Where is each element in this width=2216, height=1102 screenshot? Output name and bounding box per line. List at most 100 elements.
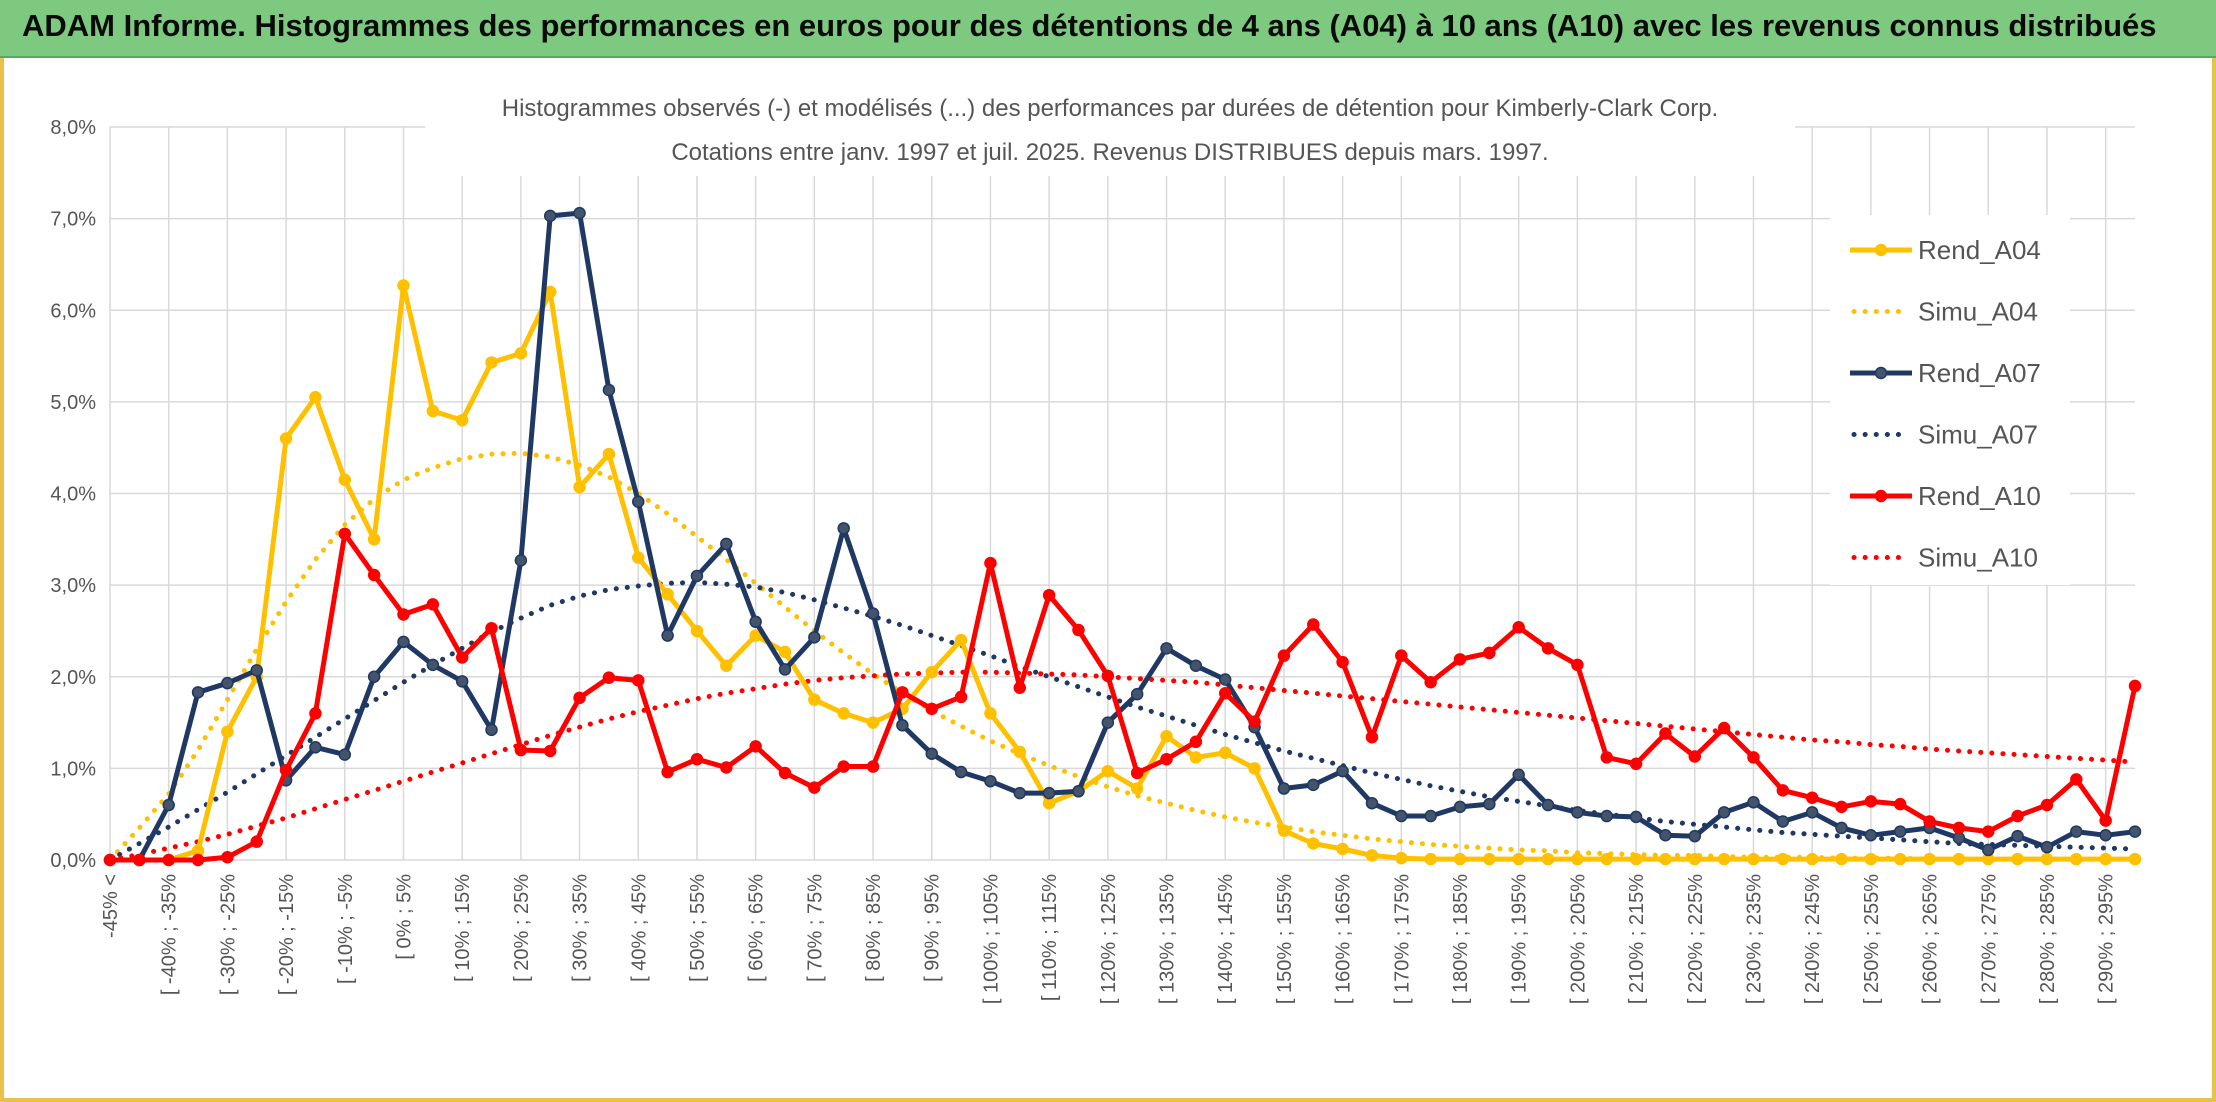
x-tick-label: [ 130% ; 135%: [1157, 874, 1179, 1004]
rend-a07-point: [1042, 786, 1056, 800]
x-tick-label: [ 50% ; 55%: [687, 874, 709, 982]
rend-a07-point: [1982, 843, 1995, 857]
x-tick-label: [ 140% ; 145%: [1215, 874, 1237, 1004]
rend-a07-point: [309, 741, 322, 754]
rend-a04-point: [837, 707, 850, 720]
rend-a07-point: [1747, 796, 1760, 809]
rend-a10-point: [250, 835, 263, 848]
rend-a07-point: [250, 664, 263, 677]
rend-a04-point: [632, 551, 645, 564]
rend-a07-point: [397, 635, 410, 649]
rend-a04-legend-marker: [1874, 243, 1888, 257]
rend-a04-point: [1541, 852, 1555, 866]
rend-a07-point: [1365, 796, 1379, 810]
rend-a10-point: [1923, 815, 1936, 828]
rend-a07-point: [720, 537, 733, 551]
y-tick-label: 2,0%: [50, 667, 96, 689]
rend-a04-point: [485, 356, 498, 369]
rend-a07-point: [808, 631, 821, 644]
simu-a10-line: [107, 669, 2138, 863]
rend-a07-point: [1189, 659, 1203, 673]
legend: Rend_A04 Simu_A04 Rend_A07 Simu_A07 Rend_A10…: [1830, 215, 2070, 585]
x-tick-label: [ 100% ; 105%: [980, 874, 1002, 1004]
rend-a07-point: [1688, 829, 1702, 843]
rend-a10-point: [1483, 646, 1496, 660]
x-tick-label: [ 160% ; 165%: [1333, 874, 1355, 1004]
rend-a10-point: [1571, 658, 1584, 672]
rend-a10-point: [778, 766, 792, 780]
x-tick-label: -45% <: [100, 874, 122, 938]
x-tick-label: [ 40% ; 45%: [628, 874, 650, 982]
rend-a07-point: [191, 686, 205, 699]
rend-a04-point: [338, 473, 352, 487]
rend-a04-point: [1747, 852, 1760, 866]
rend-a07-line: [110, 210, 2136, 863]
rend-a04-point: [1013, 745, 1027, 759]
rend-a04-point: [367, 533, 381, 546]
rend-a10-point: [455, 651, 469, 664]
title-background: [425, 86, 1795, 176]
rend-a10-point: [866, 760, 880, 773]
rend-a07-point: [2040, 840, 2054, 854]
rend-a10-point: [690, 752, 704, 766]
rend-a10-point: [1336, 655, 1349, 669]
simu-a04-legend-label: Simu_A04: [1918, 297, 2038, 327]
rend-a10-point: [749, 740, 762, 753]
rend-a04-point: [397, 279, 410, 292]
rend-a04-point: [1864, 852, 1878, 866]
rend-a07-point: [1600, 809, 1613, 823]
x-tick-label: [ 10% ; 15%: [452, 874, 474, 982]
rend-a04-point: [2040, 852, 2054, 866]
rend-a07-point: [925, 747, 938, 760]
rend-a04-point: [1835, 852, 1848, 866]
rend-a07-point: [690, 569, 704, 583]
rend-a10-point: [2040, 798, 2054, 812]
rend-a07-point: [837, 522, 850, 535]
rend-a04-point: [1248, 762, 1261, 775]
rend-a04-point: [1160, 730, 1173, 743]
rend-a07-point: [367, 670, 381, 683]
rend-a04-point: [221, 725, 234, 738]
rend-a07-point: [1483, 797, 1496, 811]
rend-a07-point: [573, 206, 586, 220]
rend-a07-point: [1453, 800, 1467, 814]
rend-a10-line: [110, 531, 2138, 863]
rend-a10-point: [309, 707, 322, 720]
rend-a04-point: [1130, 782, 1144, 795]
rend-a04-point: [984, 707, 997, 720]
rend-a07-point: [1893, 825, 1907, 838]
rend-a10-point: [1893, 797, 1907, 811]
rend-a04-point: [1424, 852, 1437, 866]
x-tick-label: [ 20% ; 25%: [511, 874, 533, 982]
rend-a04-point: [1336, 842, 1349, 856]
rend-a07-point: [866, 607, 880, 620]
x-tick-label: [ 200% ; 205%: [1567, 874, 1589, 1004]
rend-a10-point: [397, 608, 410, 621]
x-tick-label: [ 280% ; 285%: [2037, 874, 2059, 1004]
rend-a04-point: [925, 665, 938, 679]
legend-background: [1830, 215, 2070, 585]
x-tick-label: [ 240% ; 245%: [1802, 874, 1824, 1004]
x-tick-label: [ 210% ; 215%: [1626, 874, 1648, 1004]
rend-a07-point: [749, 615, 762, 629]
x-tick-label: [ 180% ; 185%: [1450, 874, 1472, 1004]
x-tick-label: [ 30% ; 35%: [570, 874, 592, 982]
rend-a10-point: [632, 674, 645, 687]
rend-a07-point: [1395, 809, 1408, 823]
rend-a10-point: [1512, 621, 1525, 634]
rend-a10-point: [2099, 814, 2112, 827]
rend-a04-point: [514, 347, 528, 360]
rend-a10-point: [925, 702, 938, 716]
rend-a04-point: [2099, 852, 2112, 866]
rend-a07-point: [984, 774, 997, 788]
rend-a07-point: [1776, 815, 1790, 828]
rend-a04-point: [1659, 852, 1672, 866]
rend-a04-point: [720, 659, 733, 673]
rend-a10-point: [543, 744, 557, 758]
rend-a10-point: [1307, 618, 1320, 631]
rend-a07-point: [1013, 786, 1027, 800]
rend-a10-point: [1042, 588, 1056, 602]
rend-a07-point: [1101, 716, 1115, 729]
rend-a07-point: [778, 663, 792, 676]
rend-a10-point: [1218, 686, 1232, 700]
